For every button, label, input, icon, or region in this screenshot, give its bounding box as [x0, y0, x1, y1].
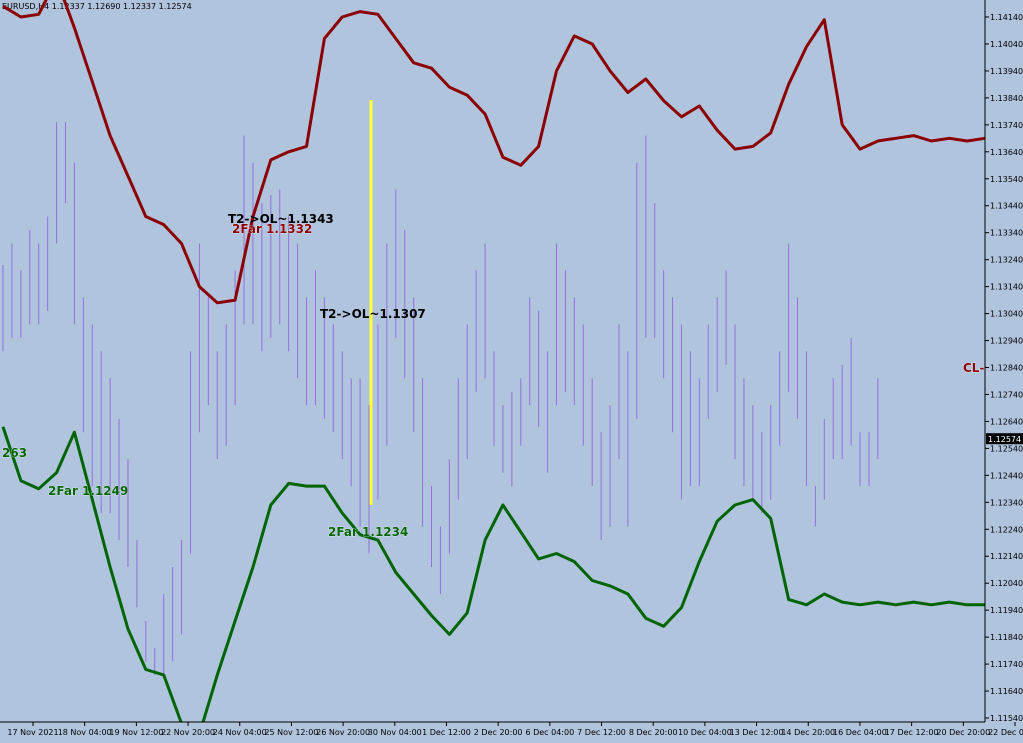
annotation-t2-mid: T2->OL~1.1307 — [320, 307, 426, 321]
price-axis[interactable]: 1.14140 1.14040 1.13940 1.13840 1.13740 1.136… — [984, 0, 1023, 723]
price-tick-label: 1.14040 — [990, 40, 1023, 49]
current-price-label: 1.12574 — [988, 435, 1021, 444]
time-tick-label: 19 Nov 12:00 — [109, 728, 163, 737]
current-price-background — [986, 433, 1023, 445]
time-tick-label: 16 Dec 04:00 — [833, 728, 887, 737]
price-tick-label: 1.13440 — [990, 202, 1023, 211]
price-tick-label: 1.11940 — [990, 606, 1023, 615]
price-bars — [2, 122, 879, 675]
lower-band-line — [1, 426, 985, 736]
price-tick-label: 1.12640 — [990, 417, 1023, 426]
time-tick-label: 25 Nov 12:00 — [264, 728, 318, 737]
current-price-badge: 1.12574 — [986, 433, 1023, 445]
time-axis-background — [0, 722, 1023, 739]
price-tick-label: 1.11540 — [990, 714, 1023, 723]
price-tick-label: 1.11640 — [990, 687, 1023, 696]
price-tick-label: 1.11840 — [990, 633, 1023, 642]
time-tick-label: 24 Nov 04:00 — [213, 728, 267, 737]
price-tick-label: 1.13240 — [990, 256, 1023, 265]
time-tick-label: 17 Dec 12:00 — [885, 728, 939, 737]
price-tick-label: 1.12840 — [990, 364, 1023, 373]
price-tick-label: 1.13340 — [990, 229, 1023, 238]
price-axis-background — [985, 0, 1023, 722]
time-tick-label: 22 Nov 20:00 — [161, 728, 215, 737]
price-tick-label: 1.12340 — [990, 498, 1023, 507]
time-tick-label: 10 Dec 04:00 — [678, 728, 732, 737]
price-tick-label: 1.13640 — [990, 148, 1023, 157]
time-tick-label: 20 Dec 20:00 — [936, 728, 990, 737]
time-tick-label: 30 Nov 04:00 — [368, 728, 422, 737]
price-tick-label: 1.13040 — [990, 310, 1023, 319]
time-tick-label: 22 Dec 04:00 — [988, 728, 1023, 737]
time-tick-label: 17 Nov 2021 — [7, 728, 58, 737]
band-lines — [1, 0, 986, 736]
time-tick-label: 1 Dec 12:00 — [422, 728, 471, 737]
price-tick-label: 1.13840 — [990, 94, 1023, 103]
upper-band-line — [2, 0, 986, 305]
price-tick-label: 1.12540 — [990, 444, 1023, 453]
annotation-partial-left: 263 — [2, 446, 27, 460]
time-tick-label: 26 Nov 20:00 — [316, 728, 370, 737]
price-tick-label: 1.14140 — [990, 13, 1023, 22]
price-tick-label: 1.11740 — [990, 660, 1023, 669]
time-tick-label: 13 Dec 12:00 — [730, 728, 784, 737]
annotation-2far-lower: 2Far 1.1234 — [328, 525, 408, 539]
price-tick-label: 1.12140 — [990, 552, 1023, 561]
annotation-t2-upper: T2->OL~1.1343 — [228, 212, 334, 226]
price-tick-label: 1.12740 — [990, 390, 1023, 399]
price-tick-label: 1.13140 — [990, 283, 1023, 292]
annotation-2far-upper: 2Far 1.1332 — [232, 222, 312, 236]
price-tick-label: 1.12940 — [990, 337, 1023, 346]
time-tick-label: 6 Dec 04:00 — [525, 728, 574, 737]
symbol-header: EURUSD,H4 1.12337 1.12690 1.12337 1.1257… — [2, 2, 192, 11]
price-tick-label: 1.12040 — [990, 579, 1023, 588]
price-tick-label: 1.13940 — [990, 67, 1023, 76]
annotation-2far-left: 2Far 1.1249 — [48, 484, 128, 498]
price-tick-label: 1.13740 — [990, 121, 1023, 130]
time-tick-label: 14 Dec 20:00 — [781, 728, 835, 737]
time-tick-label: 8 Dec 20:00 — [629, 728, 678, 737]
price-axis-ticks: 1.14140 1.14040 1.13940 1.13840 1.13740 1.136… — [985, 13, 1023, 723]
time-tick-label: 2 Dec 20:00 — [474, 728, 523, 737]
time-tick-label: 7 Dec 12:00 — [577, 728, 626, 737]
price-tick-label: 1.13540 — [990, 175, 1023, 184]
price-tick-label: 1.12440 — [990, 471, 1023, 480]
time-tick-label: 18 Nov 04:00 — [58, 728, 112, 737]
price-tick-label: 1.12240 — [990, 525, 1023, 534]
